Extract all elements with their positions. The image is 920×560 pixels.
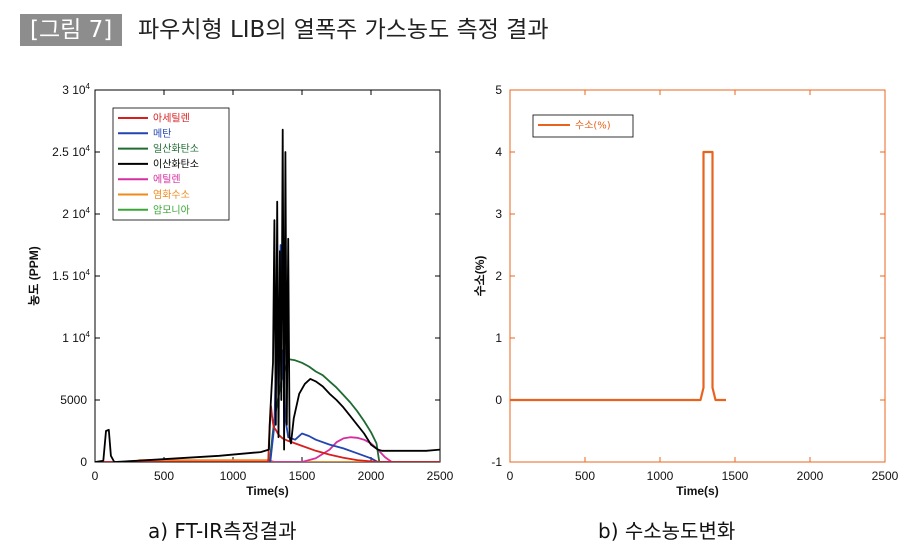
y-tick-label: 2.5 104 <box>52 144 90 159</box>
x-tick-label: 0 <box>507 469 514 483</box>
x-tick-label: 2500 <box>872 469 899 483</box>
series-line-4 <box>95 436 440 462</box>
y-tick-label: -1 <box>491 455 502 469</box>
series-line-1 <box>95 244 440 462</box>
x-tick-label: 0 <box>92 469 99 483</box>
legend-box <box>532 114 634 138</box>
x-tick-label: 1500 <box>722 469 749 483</box>
series-line-0 <box>510 150 726 402</box>
y-tick-label: 3 <box>495 207 502 221</box>
legend-label: 에틸렌 <box>153 173 181 186</box>
y-tick-label: 0 <box>80 455 87 469</box>
caption-chart-a: a) FT-IR측정결과 <box>148 519 297 543</box>
y-tick-label: 5 <box>495 83 502 97</box>
x-tick-label: 500 <box>154 469 174 483</box>
x-axis-label: Time(s) <box>246 484 288 498</box>
y-axis-label: 농도 (PPM) <box>27 246 41 305</box>
figure-title: 파우치형 LIB의 열폭주 가스농도 측정 결과 <box>138 17 549 43</box>
y-tick-label: 4 <box>495 145 502 159</box>
y-tick-label: 1 <box>495 331 502 345</box>
series-line-3 <box>95 128 440 462</box>
series-line-2 <box>95 358 440 462</box>
plot-frame <box>509 89 886 463</box>
chart-a: 0 500 1000 1500 2000 2500 0 5000 1 104 1.5 104 2 1… <box>27 82 454 498</box>
x-tick-label: 1000 <box>647 469 674 483</box>
series-line-5 <box>95 459 440 462</box>
legend-label: 수소(%) <box>575 120 611 132</box>
figure-number-tag: [그림 7] <box>20 14 123 46</box>
caption-chart-b: b) 수소농도변화 <box>598 519 736 543</box>
legend-label: 암모니아 <box>153 204 190 216</box>
y-axis-label: 수소(%) <box>473 256 487 297</box>
x-tick-label: 2000 <box>358 469 385 483</box>
x-tick-label: 2000 <box>797 469 824 483</box>
y-tick-label: 1 104 <box>62 330 90 345</box>
y-tick-label: 2 104 <box>62 206 90 221</box>
legend-label: 메탄 <box>153 128 171 140</box>
y-tick-label: 1.5 104 <box>52 268 90 283</box>
x-tick-label: 500 <box>575 469 595 483</box>
y-tick-label: 3 104 <box>62 82 90 97</box>
series-line-0 <box>95 405 440 462</box>
legend-label: 일산화탄소 <box>153 143 199 155</box>
legend-label: 이산화탄소 <box>153 158 199 170</box>
x-tick-label: 2500 <box>427 469 454 483</box>
legend-label: 염화수소 <box>153 189 190 201</box>
chart-b: 0 500 1000 1500 2000 2500 -1 0 1 2 3 4 5 Time(s) 수소(%)… <box>473 83 899 498</box>
y-tick-label: 0 <box>495 393 502 407</box>
x-tick-label: 1000 <box>220 469 247 483</box>
y-tick-label: 5000 <box>60 393 87 407</box>
y-tick-label: 2 <box>495 269 502 283</box>
x-tick-label: 1500 <box>289 469 316 483</box>
x-axis-label: Time(s) <box>676 484 718 498</box>
legend-label: 아세틸렌 <box>153 112 190 125</box>
